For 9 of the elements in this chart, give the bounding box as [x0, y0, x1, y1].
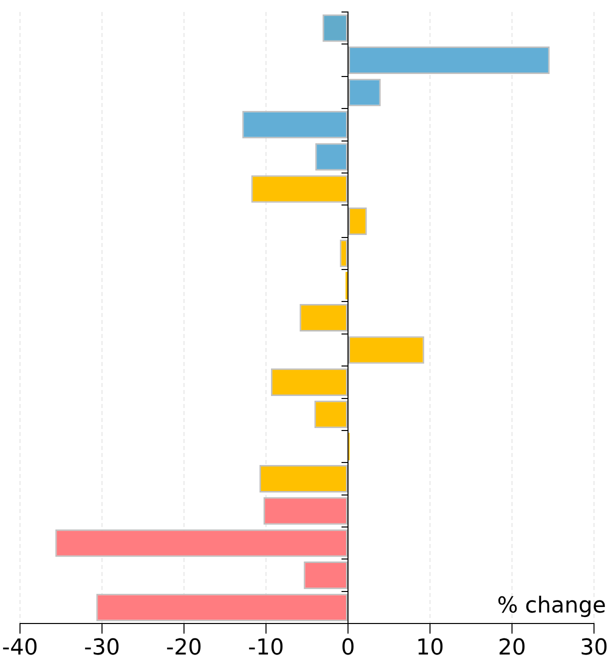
x-tick-label: -20	[166, 636, 202, 661]
x-tick-label: -40	[2, 636, 38, 661]
x-tick-label: 10	[416, 636, 444, 661]
x-tick-label: 20	[498, 636, 526, 661]
x-tick-label: -10	[248, 636, 284, 661]
x-tick-label: 0	[341, 636, 355, 661]
x-axis-title: % change	[497, 593, 606, 618]
x-tick-label: -30	[84, 636, 120, 661]
x-tick-label: 30	[580, 636, 608, 661]
